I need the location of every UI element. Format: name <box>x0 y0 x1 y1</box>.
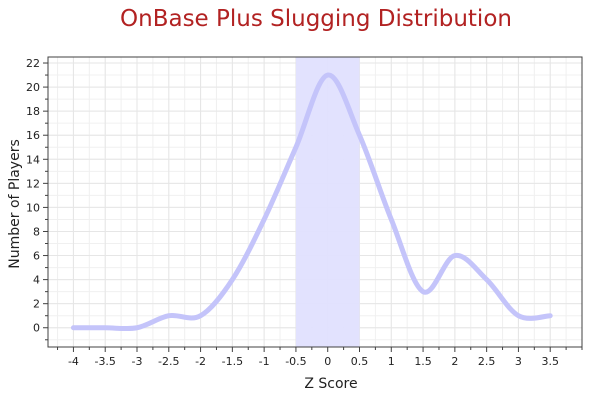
data-point-0.5 <box>357 133 362 138</box>
data-point--1 <box>262 217 267 222</box>
x-tick-label: 1 <box>388 355 395 368</box>
data-point-0 <box>325 73 330 78</box>
y-tick-label: 4 <box>33 274 40 287</box>
data-point-2 <box>452 253 457 258</box>
x-tick-label: -0.5 <box>285 355 306 368</box>
x-tick-label: -3 <box>132 355 143 368</box>
x-tick-label: 2 <box>451 355 458 368</box>
x-tick-label: 3 <box>515 355 522 368</box>
plot-border <box>47 56 583 348</box>
data-point-3 <box>516 313 521 318</box>
data-point--3 <box>135 325 140 330</box>
x-tick-label: -3.5 <box>94 355 115 368</box>
x-axis-title: Z Score <box>304 376 357 392</box>
data-point--2.5 <box>166 313 171 318</box>
data-point--1.5 <box>230 277 235 282</box>
data-point-3.5 <box>548 313 553 318</box>
y-tick-label: 6 <box>33 250 40 263</box>
x-tick-label: -1 <box>259 355 270 368</box>
data-point--2 <box>198 313 203 318</box>
series-line <box>70 72 553 332</box>
x-tick-label: -1.5 <box>222 355 243 368</box>
data-point--0.5 <box>293 145 298 150</box>
x-tick-label: 0 <box>324 355 331 368</box>
x-tick-label: -2.5 <box>158 355 179 368</box>
highlight-band <box>295 57 360 347</box>
x-tick-label: -2 <box>195 355 206 368</box>
data-point-1 <box>389 217 394 222</box>
y-tick-label: 14 <box>26 153 40 166</box>
data-point--4 <box>71 325 76 330</box>
y-tick-label: 10 <box>26 201 40 214</box>
x-tick-label: 3.5 <box>541 355 559 368</box>
y-tick-label: 12 <box>26 177 40 190</box>
y-axis-title: Number of Players <box>7 139 23 269</box>
x-tick-label: 1.5 <box>414 355 432 368</box>
y-tick-label: 0 <box>33 322 40 335</box>
data-point--3.5 <box>103 325 108 330</box>
y-tick-label: 22 <box>26 57 40 70</box>
x-tick-label: 2.5 <box>478 355 496 368</box>
x-tick-label: -4 <box>68 355 79 368</box>
y-tick-label: 2 <box>33 298 40 311</box>
data-point-2.5 <box>484 277 489 282</box>
chart-title: OnBase Plus Slugging Distribution <box>120 6 512 32</box>
y-tick-label: 20 <box>26 81 40 94</box>
y-tick-label: 16 <box>26 129 40 142</box>
x-tick-label: 0.5 <box>351 355 369 368</box>
data-point-1.5 <box>421 289 426 294</box>
y-tick-label: 8 <box>33 225 40 238</box>
y-tick-label: 18 <box>26 105 40 118</box>
